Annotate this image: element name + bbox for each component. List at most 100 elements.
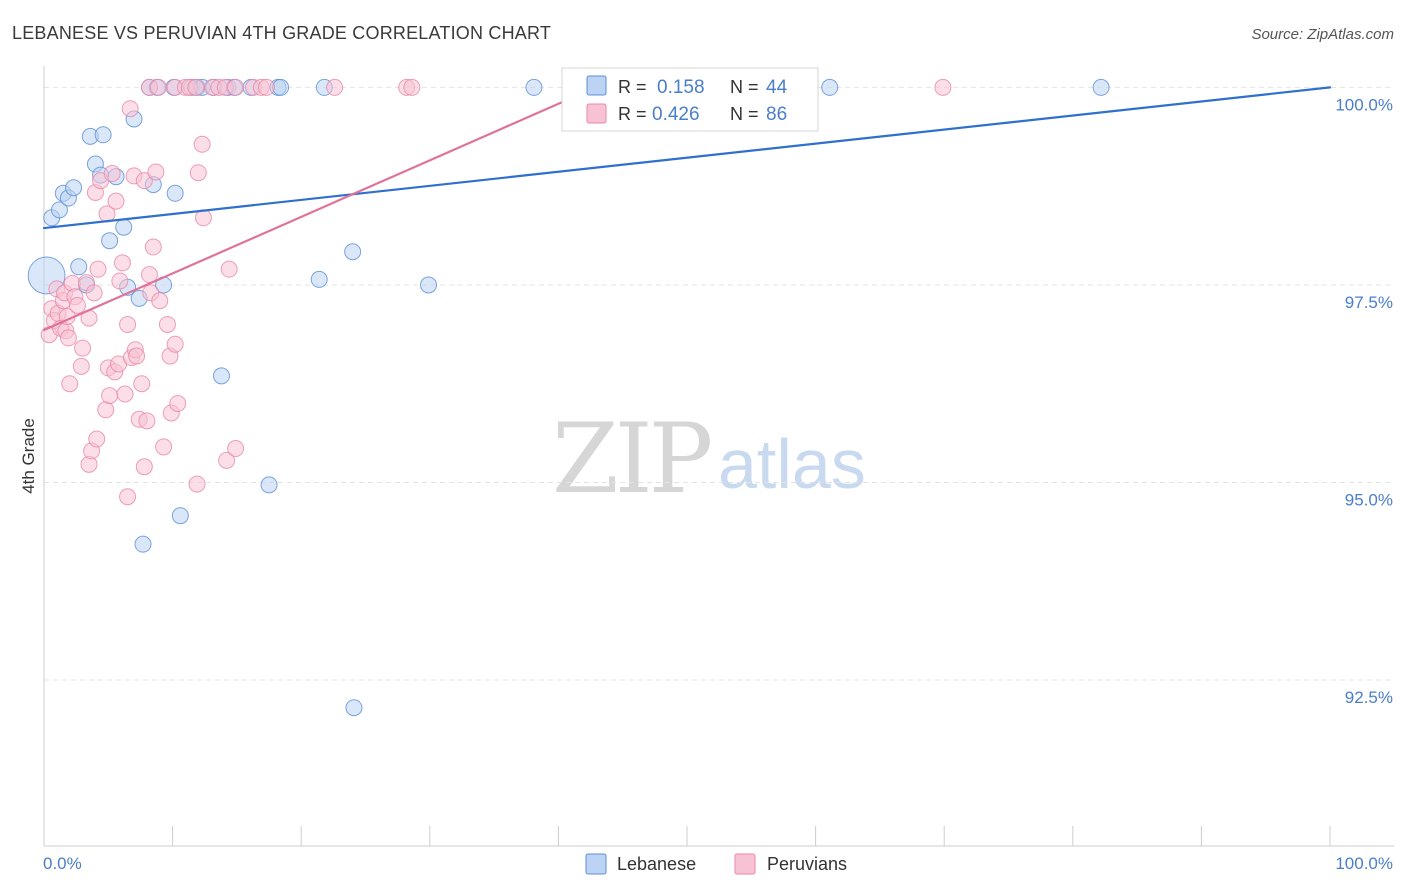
point-peruvians [403,78,421,96]
point-peruvians [188,475,206,493]
point-peruvians [88,430,106,448]
point-peruvians [68,296,86,314]
trend-line-lebanese [42,86,1332,230]
point-lebanese [115,218,133,236]
legend-swatch-peruvians [586,103,607,124]
point-peruvians [138,412,156,430]
point-peruvians [257,78,275,96]
point-peruvians [107,192,125,210]
point-peruvians [158,315,176,333]
point-lebanese [94,126,112,144]
point-lebanese [420,276,438,294]
gridlines [44,86,1394,681]
point-peruvians [187,78,205,96]
point-peruvians [85,284,103,302]
watermark-zip: ZIP [552,403,711,515]
point-lebanese [65,179,83,197]
point-peruvians [128,347,146,365]
x-tick-label-end: 100.0% [1335,854,1393,873]
point-peruvians [101,387,119,405]
legend-r-label-peruvians: R = [618,104,647,124]
point-peruvians [113,254,131,272]
point-lebanese [171,507,189,525]
point-lebanese [344,243,362,261]
source-label: Source: ZipAtlas.com [1251,26,1394,43]
point-peruvians [111,272,129,290]
point-peruvians [116,385,134,403]
point-lebanese [50,201,68,219]
point-lebanese [134,535,152,553]
chart-title: LEBANESE VS PERUVIAN 4TH GRADE CORRELATI… [12,23,551,43]
x-ticks [43,826,1331,846]
point-peruvians [144,238,162,256]
point-peruvians [220,260,238,278]
point-lebanese [525,78,543,96]
point-peruvians [59,329,77,347]
point-peruvians [133,375,151,393]
y-axis-title: 4th Grade [19,418,38,494]
point-peruvians [227,78,245,96]
point-peruvians [227,440,245,458]
legend-n-label-lebanese: N = [730,77,759,97]
point-peruvians [103,165,121,183]
point-lebanese [1092,78,1110,96]
watermark-atlas: atlas [718,425,866,503]
point-lebanese [260,476,278,494]
point-lebanese [212,367,230,385]
bottom-legend-label-peruvians: Peruvians [767,854,847,874]
point-peruvians [119,315,137,333]
point-peruvians [193,135,211,153]
point-lebanese [166,184,184,202]
x-tick-label-start: 0.0% [43,854,82,873]
point-lebanese [310,270,328,288]
bottom-legend-swatch-lebanese [585,853,607,875]
point-peruvians [135,172,153,190]
point-peruvians [147,163,165,181]
y-tick-label: 97.5% [1345,293,1393,312]
point-lebanese [101,232,119,250]
point-peruvians [169,394,187,412]
bottom-legend: Lebanese Peruvians [585,853,847,875]
point-peruvians [74,339,92,357]
point-peruvians [326,78,344,96]
bottom-legend-swatch-peruvians [734,853,756,875]
point-peruvians [119,488,137,506]
legend-n-label-peruvians: N = [730,104,759,124]
point-peruvians [934,78,952,96]
point-lebanese [70,258,88,276]
stats-legend: R = 0.158 N = 44 R = 0.426 N = 86 [561,67,819,132]
legend-n-value-peruvians: 86 [766,104,787,125]
point-peruvians [149,78,167,96]
point-peruvians [189,164,207,182]
y-tick-label: 95.0% [1345,490,1393,509]
bottom-legend-label-lebanese: Lebanese [617,854,696,874]
y-tick-labels: 100.0% 97.5% 95.0% 92.5% [1335,95,1393,707]
point-peruvians [155,438,173,456]
y-tick-label: 92.5% [1345,688,1393,707]
axes [43,66,1394,847]
legend-n-value-lebanese: 44 [766,77,788,98]
point-peruvians [89,260,107,278]
series-peruvians [40,78,952,506]
point-peruvians [97,401,115,419]
legend-r-label-lebanese: R = [618,77,647,97]
legend-r-value-peruvians: 0.426 [652,104,700,125]
point-lebanese [821,78,839,96]
point-peruvians [72,357,90,375]
legend-swatch-lebanese [586,75,607,96]
trend-line-peruvians [42,86,597,332]
point-lebanese [345,699,363,717]
point-peruvians [121,100,139,118]
watermark: ZIP atlas [552,403,866,515]
y-tick-label: 100.0% [1335,95,1393,114]
point-peruvians [151,292,169,310]
point-peruvians [166,335,184,353]
point-lebanese [272,78,290,96]
trend-lines [42,86,1332,332]
legend-r-value-lebanese: 0.158 [657,77,705,98]
point-peruvians [218,451,236,469]
x-tick-labels: 0.0% 100.0% [43,854,1393,873]
point-peruvians [135,458,153,476]
point-peruvians [61,375,79,393]
